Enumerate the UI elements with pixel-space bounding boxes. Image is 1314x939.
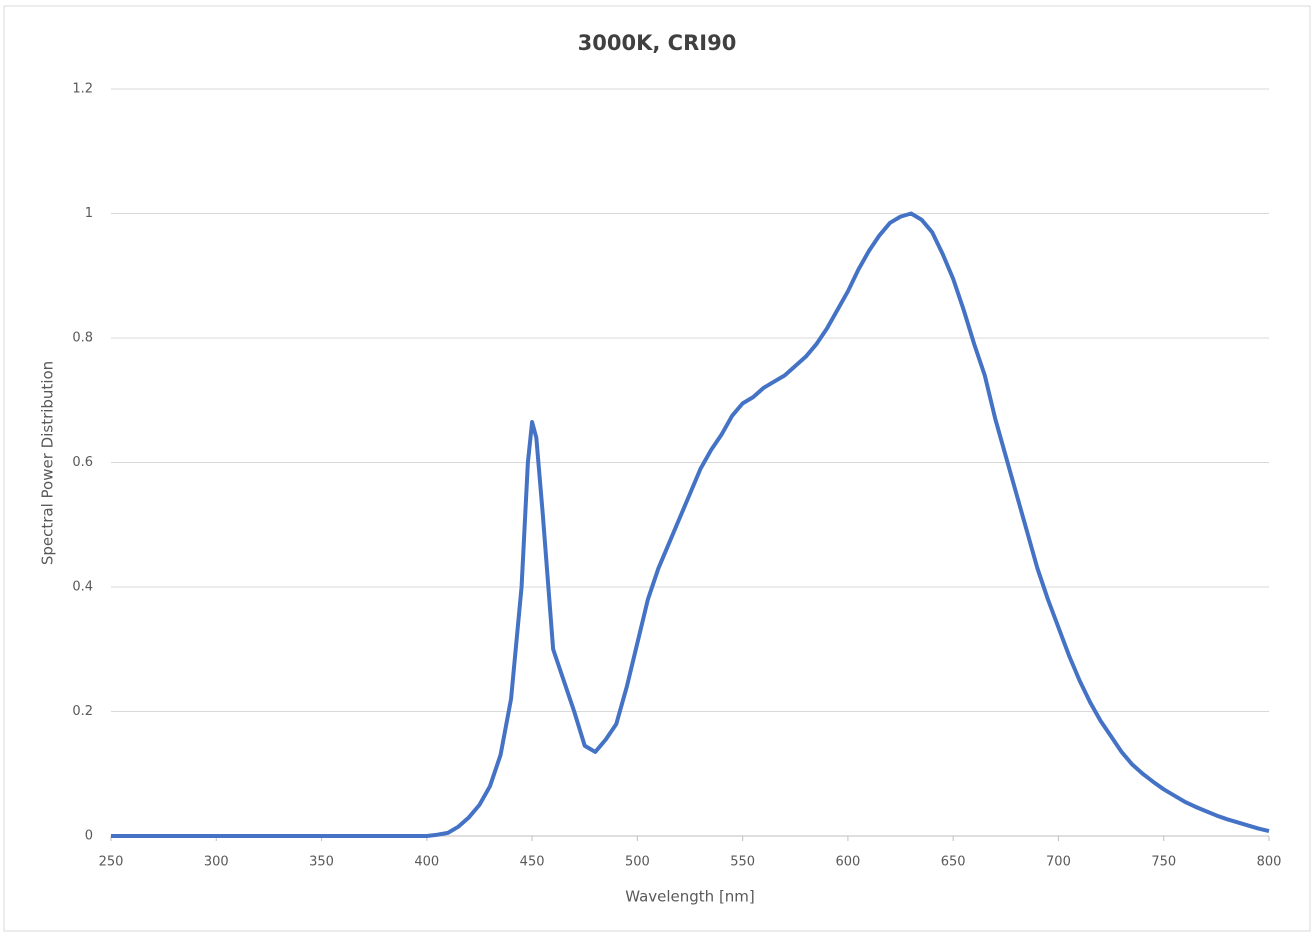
chart-border xyxy=(3,5,1311,932)
y-axis-label: Spectral Power Distribution xyxy=(39,361,57,565)
y-tick-label: 1.2 xyxy=(72,82,93,97)
x-tick-label: 450 xyxy=(520,855,545,870)
x-tick-label: 550 xyxy=(730,855,755,870)
x-tick-label: 800 xyxy=(1257,855,1282,870)
x-tick-label: 500 xyxy=(625,855,650,870)
x-tick-label: 650 xyxy=(941,855,966,870)
data-line xyxy=(111,211,1270,838)
y-tick-label: 0.2 xyxy=(72,704,93,719)
y-tick-label: 0.4 xyxy=(72,580,93,595)
x-axis-label: Wavelength [nm] xyxy=(625,888,755,906)
x-tick-label: 250 xyxy=(99,855,124,870)
x-tick-label: 350 xyxy=(309,855,334,870)
x-tick-label: 600 xyxy=(835,855,860,870)
x-tick-label: 750 xyxy=(1151,855,1176,870)
y-tick-label: 0.6 xyxy=(72,455,93,470)
x-tick-label: 700 xyxy=(1046,855,1071,870)
x-tick-label: 400 xyxy=(414,855,439,870)
y-tick-label: 0 xyxy=(85,829,93,844)
y-tick-label: 1 xyxy=(85,206,93,221)
chart-title: 3000K, CRI90 xyxy=(578,31,737,55)
y-tick-label: 0.8 xyxy=(72,331,93,346)
x-tick-label: 300 xyxy=(204,855,229,870)
